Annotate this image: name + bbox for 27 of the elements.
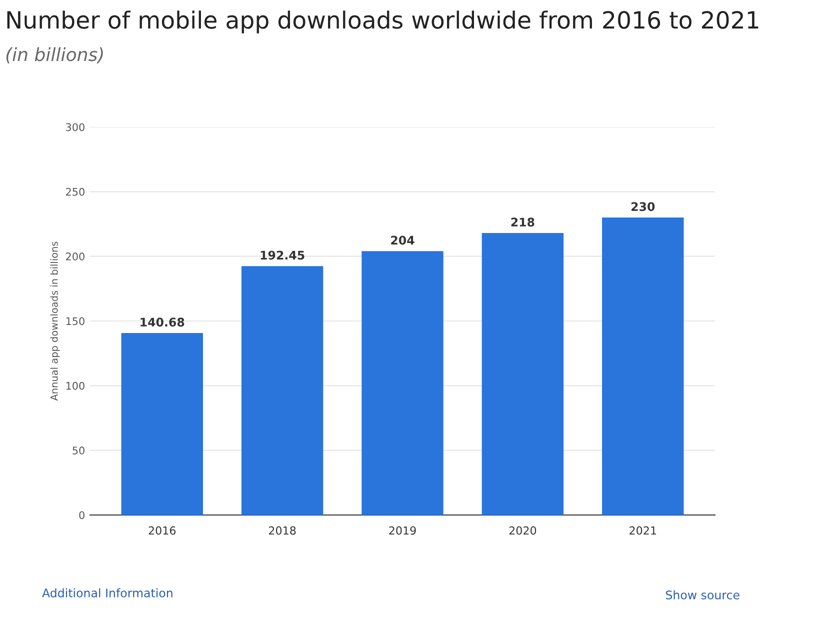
x-tick-label: 2016	[148, 526, 176, 535]
y-tick-label: 0	[79, 511, 84, 520]
x-tick-label: 2021	[630, 526, 656, 535]
bar	[241, 266, 324, 515]
bar	[482, 233, 564, 515]
y-tick-label: 200	[66, 252, 84, 260]
data-label: 218	[511, 218, 534, 227]
text: Show source	[666, 590, 740, 600]
data-label: 204	[391, 236, 414, 245]
y-tick-label: 300	[66, 123, 84, 132]
y-tick-label: 100	[66, 382, 84, 390]
chart-title: Number of mobile app downloads worldwide from 2016 to 2021	[7, 10, 758, 34]
data-label: 192.45	[260, 250, 304, 260]
text: Additional Information	[42, 588, 172, 598]
x-tick-label: 2018	[268, 526, 296, 535]
y-tick-label: 150	[66, 317, 84, 326]
x-tick-label: 2020	[509, 526, 536, 535]
data-label: 230	[631, 202, 655, 212]
x-tick-label: 2019	[389, 526, 416, 535]
y-tick-label: 50	[72, 446, 84, 454]
data-label: 140.68	[140, 318, 184, 327]
y-axis-title: Annual app downloads in billions	[50, 242, 60, 401]
bar	[362, 251, 444, 515]
bar	[602, 218, 684, 515]
bar	[121, 333, 203, 515]
chart-subtitle: (in billions)	[6, 47, 103, 64]
y-tick-label: 250	[66, 188, 84, 196]
